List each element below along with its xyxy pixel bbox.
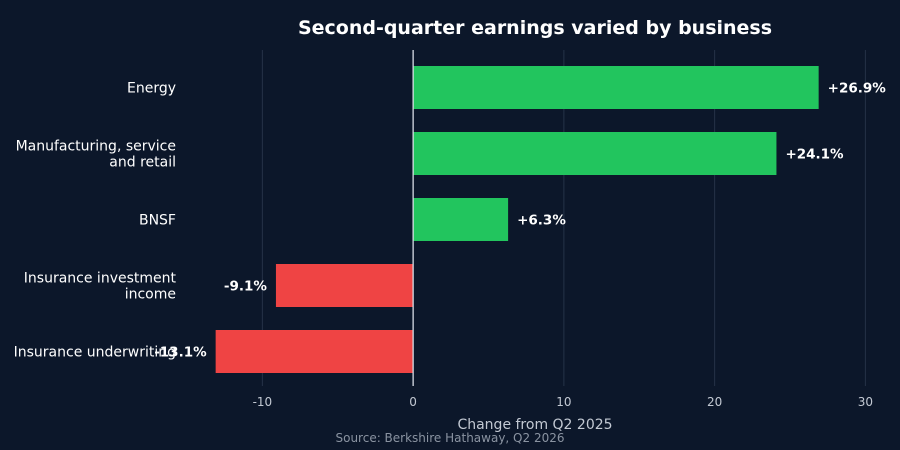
category-label: Energy xyxy=(127,81,176,97)
value-label: +24.1% xyxy=(785,147,844,163)
bar xyxy=(413,198,509,241)
value-label: -9.1% xyxy=(224,279,268,295)
bar xyxy=(275,264,414,307)
x-tick-label: 30 xyxy=(858,395,873,409)
value-label: -13.1% xyxy=(154,345,207,361)
category-label: Insurance underwriting xyxy=(14,345,176,361)
category-labels: Energy Manufacturing, service and retail BN… xyxy=(14,81,177,361)
x-tick-label: 10 xyxy=(556,395,571,409)
bar xyxy=(215,330,414,373)
category-label: BNSF xyxy=(139,213,176,229)
value-labels: +26.9% +24.1% +6.3% -9.1% -13.1% xyxy=(154,81,886,361)
value-label: +6.3% xyxy=(517,213,566,229)
category-label: Insurance investment income xyxy=(24,271,177,303)
x-tick-label: 0 xyxy=(409,395,417,409)
chart-title: Second-quarter earnings varied by busine… xyxy=(298,17,772,39)
x-axis-label: Change from Q2 2025 xyxy=(457,417,612,433)
bars xyxy=(215,66,819,373)
bar xyxy=(413,132,777,175)
category-label: Manufacturing, service and retail xyxy=(16,139,176,171)
value-label: +26.9% xyxy=(828,81,887,97)
source-note: Source: Berkshire Hathaway, Q2 2026 xyxy=(335,431,564,445)
x-tick-labels: -10 0 10 20 30 xyxy=(253,395,873,409)
x-tick-label: -10 xyxy=(253,395,273,409)
bar xyxy=(413,66,819,109)
x-tick-label: 20 xyxy=(707,395,722,409)
